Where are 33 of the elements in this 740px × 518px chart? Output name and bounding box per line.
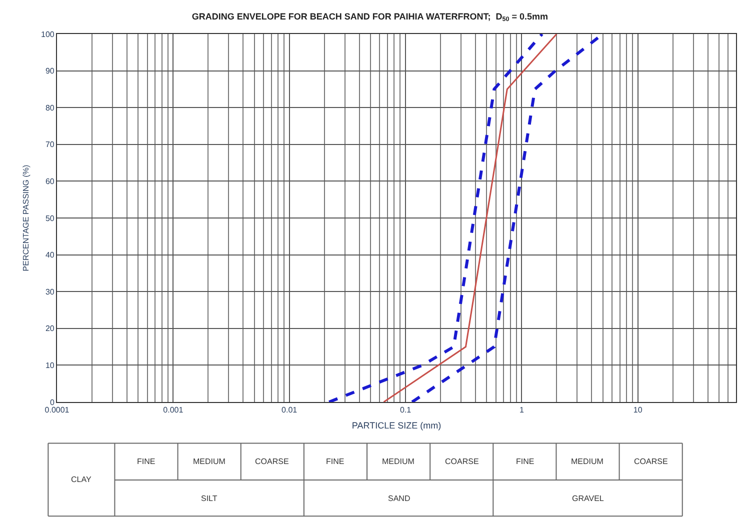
text: MEDIUM bbox=[571, 457, 604, 466]
x-tick-label: 0.0001 bbox=[44, 406, 70, 415]
x-tick-label: 1 bbox=[519, 406, 524, 415]
y-tick-label: 80 bbox=[45, 103, 55, 112]
y-tick-label: 90 bbox=[45, 66, 55, 76]
y-tick-label: 50 bbox=[45, 214, 55, 223]
x-tick-label: 0.001 bbox=[163, 406, 184, 415]
text: MEDIUM bbox=[382, 457, 415, 466]
text: GRAVEL bbox=[572, 494, 604, 503]
text: FINE bbox=[326, 457, 344, 466]
text: COARSE bbox=[445, 457, 479, 466]
y-axis-title: PERCENTAGE PASSING (%) bbox=[22, 164, 31, 272]
text: FINE bbox=[516, 457, 534, 466]
y-tick-label: 40 bbox=[45, 250, 55, 260]
text: FINE bbox=[137, 457, 156, 466]
text: SILT bbox=[201, 494, 218, 503]
text: COARSE bbox=[634, 457, 668, 466]
y-tick-label: 100 bbox=[41, 30, 55, 39]
x-tick-label: 10 bbox=[633, 406, 643, 415]
y-tick-label: 30 bbox=[45, 287, 55, 296]
x-tick-label: 0.01 bbox=[282, 406, 298, 415]
text: COARSE bbox=[255, 457, 289, 466]
text: SAND bbox=[388, 494, 410, 503]
x-axis-title: PARTICLE SIZE (mm) bbox=[352, 420, 442, 430]
y-tick-label: 20 bbox=[45, 324, 55, 334]
y-tick-label: 60 bbox=[45, 177, 55, 186]
x-tick-label: 0.1 bbox=[400, 406, 412, 415]
text: CLAY bbox=[71, 475, 92, 484]
y-tick-label: 10 bbox=[45, 361, 55, 370]
chart-title: GRADING ENVELOPE FOR BEACH SAND FOR PAIHIA WATERFRONT; D$_{50}$ = 0.5mm bbox=[192, 11, 548, 24]
y-tick-label: 70 bbox=[45, 140, 55, 150]
y-tick-label: 0 bbox=[50, 398, 55, 407]
text: MEDIUM bbox=[193, 457, 226, 466]
